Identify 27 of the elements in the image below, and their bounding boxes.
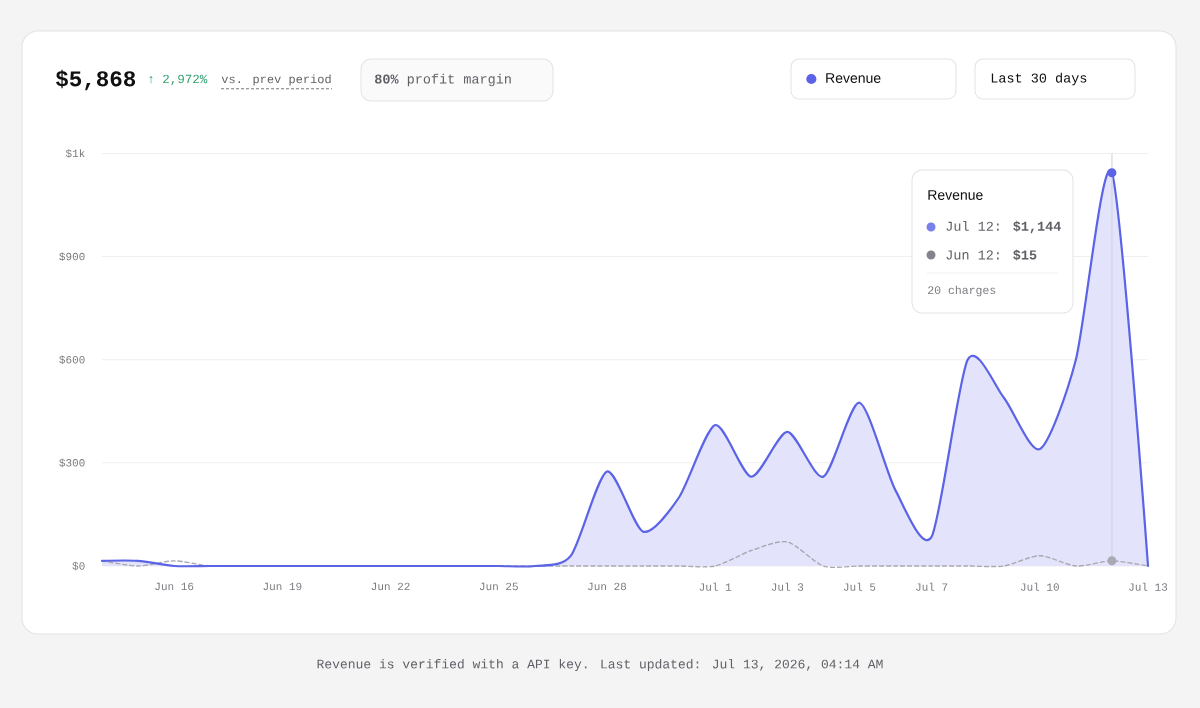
x-tick-label: Jun 25 xyxy=(479,582,518,591)
text: vs. prev period xyxy=(221,74,331,86)
annotation: Revenue xyxy=(928,190,983,200)
x-tick-label: Jun 28 xyxy=(588,582,627,591)
x-tick-label: Jul 1 xyxy=(699,582,732,591)
x-tick-label: Jun 19 xyxy=(263,582,302,591)
x-tick-label: Jul 3 xyxy=(771,582,804,591)
x-tick-label: Jul 5 xyxy=(843,582,876,591)
x-tick-label: Jul 7 xyxy=(916,582,948,591)
text: ↑ 2,972% xyxy=(149,74,208,86)
y-tick-label: $0 xyxy=(72,561,85,571)
y-tick-label: $600 xyxy=(59,355,85,365)
legend-label: Revenue xyxy=(826,73,881,83)
y-tick-label: $300 xyxy=(59,458,85,468)
x-tick-label: Jun 16 xyxy=(155,582,194,591)
chart-title: $5,868 xyxy=(56,69,136,91)
text: 80% profit margin xyxy=(374,73,511,87)
x-tick-label: Jul 13 xyxy=(1129,582,1168,591)
annotation: Jul 12: $1,144 xyxy=(946,220,1061,234)
y-tick-label: $900 xyxy=(59,252,85,261)
text: Last 30 days xyxy=(991,72,1087,86)
y-tick-label: $1k xyxy=(65,149,85,158)
text: Revenue is verified with a API key. Last updated: Jul 13, 2026, 04:14 AM xyxy=(317,658,883,672)
annotation: 20 charges xyxy=(928,285,996,297)
x-tick-label: Jul 10 xyxy=(1020,582,1059,591)
annotation: Jun 12: $15 xyxy=(946,249,1037,261)
x-tick-label: Jun 22 xyxy=(371,582,410,591)
